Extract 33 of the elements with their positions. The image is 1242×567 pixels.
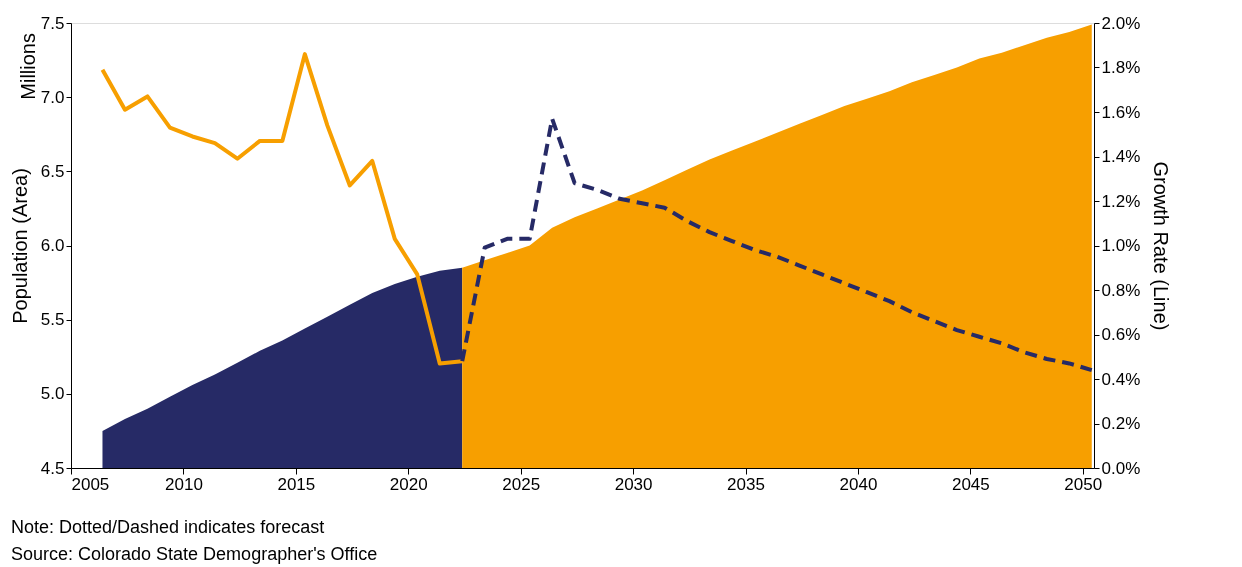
y2-tick-label: 1.6%: [1101, 102, 1141, 122]
y2-tick-label: 0.2%: [1101, 414, 1141, 433]
y2-tick-label: 1.8%: [1101, 58, 1141, 77]
x-tick-label: 2045: [951, 474, 990, 494]
y2-tick-label: 1.2%: [1101, 191, 1141, 211]
y2-tick-label: 0.0%: [1101, 458, 1141, 478]
x-tick-label: 2005: [71, 474, 110, 494]
y2-tick-label: 0.6%: [1101, 325, 1141, 344]
y-axis-title: Population (Area): [8, 168, 31, 324]
y-tick-label: 7.0: [40, 87, 65, 107]
y-tick-label: 5.0: [40, 384, 65, 404]
x-tick-label: 2050: [1064, 474, 1103, 494]
y-tick-label: 6.5: [40, 161, 65, 181]
text: Millions: [17, 33, 39, 100]
y2-tick-label: 0.8%: [1101, 280, 1141, 300]
x-tick-label: 2030: [614, 474, 653, 494]
y2-tick-label: 1.4%: [1101, 147, 1141, 166]
x-tick-label: 2015: [277, 474, 316, 494]
y-tick-label: 6.0: [40, 236, 65, 255]
y-tick-label: 7.5: [40, 13, 65, 33]
x-tick-label: 2035: [727, 474, 765, 494]
x-tick-label: 2025: [502, 474, 541, 494]
x-tick-label: 2010: [165, 474, 203, 494]
y2-tick-label: 1.0%: [1101, 236, 1141, 255]
x-tick-label: 2040: [839, 474, 878, 494]
y2-tick-label: 2.0%: [1101, 13, 1141, 33]
y2-tick-label: 0.4%: [1101, 369, 1141, 389]
y-tick-label: 5.5: [40, 310, 65, 330]
source-note: Source: Colorado State Demographer's Office: [11, 544, 378, 564]
text: Note: Dotted/Dashed indicates forecast: [11, 517, 325, 537]
y-tick-label: 4.5: [40, 458, 65, 478]
y2-axis-title: Growth Rate (Line): [1150, 161, 1173, 331]
x-tick-label: 2020: [389, 474, 428, 494]
